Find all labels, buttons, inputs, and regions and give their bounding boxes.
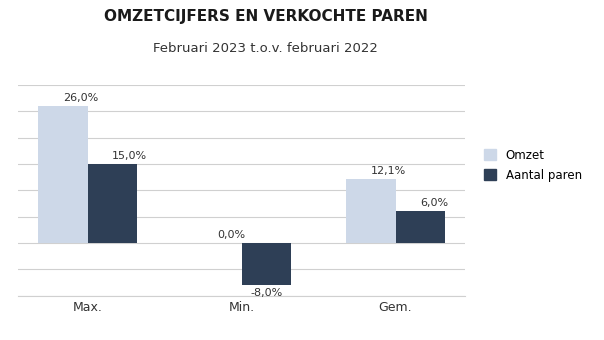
Bar (396, 211, 445, 243)
Text: -8,0%: -8,0% (250, 288, 282, 299)
Legend: Omzet, Aantal paren: Omzet, Aantal paren (484, 149, 582, 182)
Bar (88, 164, 137, 243)
Bar (242, 243, 291, 285)
Bar (39, 106, 88, 243)
Text: 6,0%: 6,0% (420, 198, 448, 208)
Text: 12,1%: 12,1% (371, 166, 406, 176)
Text: OMZETCIJFERS EN VERKOCHTE PAREN: OMZETCIJFERS EN VERKOCHTE PAREN (104, 8, 428, 23)
Text: 26,0%: 26,0% (63, 93, 98, 103)
Text: 15,0%: 15,0% (112, 151, 147, 161)
Text: Februari 2023 t.o.v. februari 2022: Februari 2023 t.o.v. februari 2022 (153, 42, 378, 55)
Text: 0,0%: 0,0% (217, 230, 245, 240)
Bar (346, 179, 396, 243)
